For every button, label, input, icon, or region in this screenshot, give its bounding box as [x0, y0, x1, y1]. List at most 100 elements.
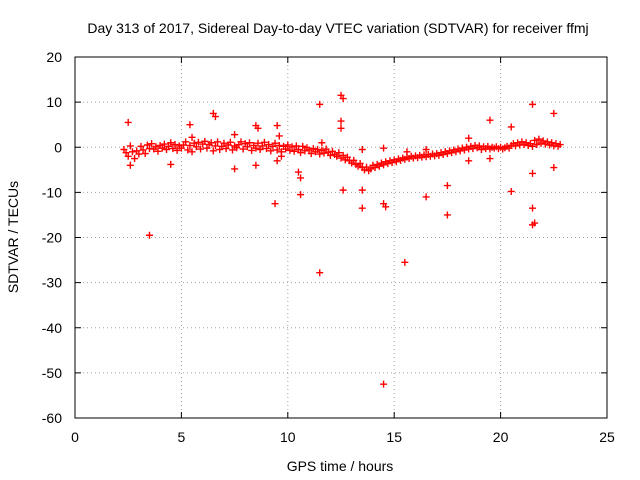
data-point: [337, 117, 345, 125]
data-point: [252, 144, 260, 152]
data-point: [273, 146, 281, 154]
data-point: [254, 139, 262, 147]
x-tick-label: 0: [71, 429, 79, 445]
data-point: [358, 186, 366, 194]
data-point: [248, 146, 256, 154]
data-point: [290, 147, 298, 155]
data-point: [507, 123, 515, 131]
data-point: [356, 159, 364, 167]
data-point: [184, 146, 192, 154]
data-point: [139, 146, 147, 154]
data-point: [294, 168, 302, 176]
data-point: [486, 155, 494, 163]
y-tick-label: -50: [42, 365, 62, 381]
data-point: [367, 165, 375, 173]
data-point: [286, 146, 294, 154]
data-point: [173, 146, 181, 154]
data-point: [297, 149, 305, 157]
data-point: [186, 141, 194, 149]
data-point: [186, 121, 194, 129]
data-point: [214, 138, 222, 146]
data-point: [194, 138, 202, 146]
data-point: [228, 146, 236, 154]
data-point: [275, 132, 283, 140]
data-point: [126, 142, 134, 150]
data-point: [122, 149, 130, 157]
data-point: [363, 163, 371, 171]
data-point: [273, 157, 281, 165]
data-point: [171, 141, 179, 149]
chart-title: Day 313 of 2017, Sidereal Day-to-day VTE…: [87, 20, 588, 36]
data-point: [231, 165, 239, 173]
data-point: [465, 134, 473, 142]
data-point: [243, 143, 251, 151]
data-point: [314, 146, 322, 154]
y-axis-label: SDTVAR / TECUs: [5, 181, 21, 293]
data-point: [535, 135, 543, 143]
axis-ticks: [74, 56, 608, 419]
data-point: [401, 258, 409, 266]
data-point: [152, 143, 160, 151]
data-point: [316, 100, 324, 108]
y-tick-label: 20: [46, 49, 62, 65]
data-point: [465, 157, 473, 165]
data-point: [486, 116, 494, 124]
data-point: [226, 138, 234, 146]
data-point: [231, 131, 239, 139]
data-point: [128, 148, 136, 156]
data-points: [120, 91, 564, 388]
data-point: [533, 141, 541, 149]
data-point: [403, 148, 411, 156]
data-point: [201, 137, 209, 145]
data-point: [380, 380, 388, 388]
data-point: [203, 144, 211, 152]
x-tick-label: 20: [493, 429, 509, 445]
data-point: [350, 156, 358, 164]
y-tick-label: -10: [42, 184, 62, 200]
data-point: [256, 146, 264, 154]
data-point: [207, 139, 215, 147]
data-point: [273, 122, 281, 130]
data-point: [254, 124, 262, 132]
data-point: [443, 182, 451, 190]
data-point: [258, 142, 266, 150]
data-point: [252, 161, 260, 169]
data-point: [277, 152, 285, 160]
data-point: [188, 148, 196, 156]
data-point: [339, 95, 347, 103]
data-point: [318, 139, 326, 147]
y-tick-label: -30: [42, 275, 62, 291]
data-point: [137, 142, 145, 150]
data-point: [211, 142, 219, 150]
data-point: [326, 151, 334, 159]
data-point: [124, 118, 132, 126]
data-point: [333, 152, 341, 160]
data-point: [316, 150, 324, 158]
data-point: [358, 146, 366, 154]
grid-lines: [75, 57, 607, 418]
data-point: [475, 142, 483, 150]
data-point: [320, 149, 328, 157]
data-point: [211, 113, 219, 121]
data-point: [507, 187, 515, 195]
data-point: [260, 138, 268, 146]
data-point: [126, 161, 134, 169]
data-point: [550, 109, 558, 117]
data-point: [148, 140, 156, 148]
data-point: [190, 139, 198, 147]
data-point: [529, 100, 537, 108]
data-point: [275, 141, 283, 149]
data-point: [292, 142, 300, 150]
data-point: [343, 153, 351, 161]
y-tick-label: -20: [42, 230, 62, 246]
data-point: [339, 186, 347, 194]
data-point: [220, 139, 228, 147]
data-point: [169, 145, 177, 153]
x-axis-label: GPS time / hours: [287, 458, 394, 474]
data-point: [239, 145, 247, 153]
data-point: [316, 269, 324, 277]
data-point: [265, 141, 273, 149]
data-point: [143, 141, 151, 149]
